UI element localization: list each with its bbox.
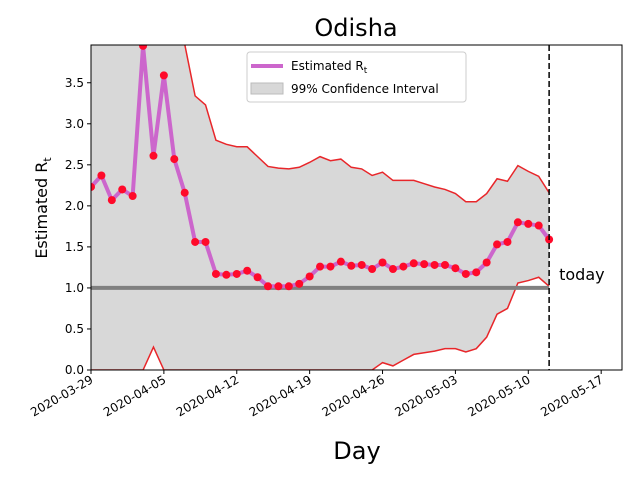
data-point: [118, 185, 127, 194]
legend-label: 99% Confidence Interval: [291, 82, 439, 96]
data-point: [524, 219, 533, 228]
data-point: [128, 192, 137, 201]
y-tick-label: 3.0: [65, 117, 84, 131]
data-point: [399, 262, 408, 271]
y-tick-label: 2.5: [65, 158, 84, 172]
x-tick-label: 2020-05-03: [393, 372, 460, 419]
lower-bound: [91, 276, 550, 370]
x-tick-label: 2020-04-05: [101, 372, 168, 419]
data-point: [295, 279, 304, 288]
y-tick-label: 3.5: [65, 76, 84, 90]
data-point: [284, 282, 293, 291]
data-point: [482, 258, 491, 267]
data-point: [232, 269, 241, 278]
y-tick-label: 1.5: [65, 240, 84, 254]
x-tick-label: 2020-03-29: [28, 372, 95, 419]
x-tick-label: 2020-04-26: [320, 372, 387, 419]
data-point: [274, 282, 283, 291]
data-point: [368, 265, 377, 274]
data-point: [264, 282, 272, 291]
data-point: [420, 260, 429, 269]
data-point: [149, 151, 158, 160]
legend-label-main: Estimated R: [291, 59, 364, 73]
y-axis-label: Estimated Rt: [32, 157, 54, 259]
data-point: [159, 71, 168, 80]
data-point: [97, 171, 106, 180]
data-point: [534, 221, 543, 230]
data-point: [461, 269, 470, 278]
data-point: [513, 218, 522, 227]
x-tick-label: 2020-05-17: [538, 372, 605, 419]
data-point: [357, 260, 366, 269]
data-point: [107, 196, 116, 205]
y-tick-label: 0.0: [65, 363, 84, 377]
y-tick-label: 1.0: [65, 281, 84, 295]
data-point: [493, 240, 502, 249]
data-point: [378, 258, 387, 267]
data-point: [180, 188, 189, 197]
data-point: [430, 260, 439, 269]
data-point: [441, 260, 449, 269]
data-point: [316, 262, 325, 271]
plot-frame: [90, 44, 623, 371]
data-point: [253, 273, 262, 282]
data-point: [451, 264, 460, 273]
upper-bound: [184, 45, 550, 203]
data-point: [388, 265, 397, 274]
chart-title: Odisha: [314, 14, 397, 42]
data-point: [503, 237, 512, 246]
data-point: [326, 262, 335, 271]
data-point: [191, 237, 200, 246]
y-axis-label-main: Estimated R: [32, 162, 51, 259]
legend-label: Estimated Rt: [291, 59, 368, 76]
data-point: [222, 270, 231, 279]
x-tick-label: 2020-05-10: [465, 372, 532, 419]
x-tick-label: 2020-04-19: [247, 372, 314, 419]
legend: Estimated Rt 99% Confidence Interval: [246, 51, 467, 103]
data-point: [472, 268, 481, 277]
x-tick-label: 2020-04-12: [174, 372, 241, 419]
y-axis-label-sub: t: [41, 157, 54, 162]
data-point: [139, 45, 148, 50]
x-axis-label: Day: [333, 437, 380, 465]
data-point: [409, 259, 418, 268]
data-point: [347, 261, 356, 270]
data-point: [170, 155, 179, 164]
y-tick-label: 2.0: [65, 199, 84, 213]
data-point: [336, 257, 345, 266]
data-point: [211, 269, 220, 278]
data-point: [305, 272, 314, 281]
legend-box: [246, 51, 467, 103]
today-label: today: [559, 265, 605, 284]
data-point: [91, 182, 95, 191]
plot-area: [91, 45, 554, 370]
data-point: [201, 237, 210, 246]
y-tick-label: 0.5: [65, 322, 84, 336]
legend-label-sub: t: [364, 66, 368, 76]
data-point: [243, 266, 252, 275]
legend-swatch: [250, 82, 284, 95]
